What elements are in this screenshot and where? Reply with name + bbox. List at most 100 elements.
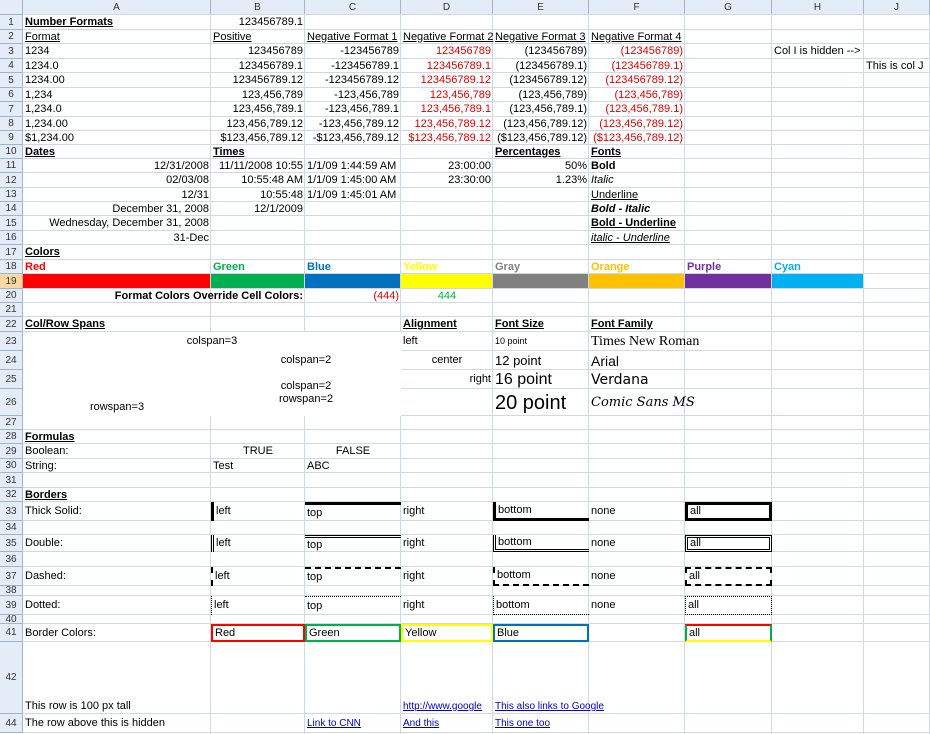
align-right-cell[interactable]: right (469, 373, 491, 385)
header-positive[interactable]: Positive (213, 30, 252, 43)
color-label-orange[interactable]: Orange (591, 260, 630, 273)
row-header-26[interactable]: 26 (0, 389, 23, 416)
border-multicolor-cell[interactable]: all (685, 624, 772, 642)
color-fill-cell[interactable] (772, 274, 863, 288)
row-header-35[interactable]: 35 (0, 535, 23, 552)
number-cell[interactable]: (123456789.12) (509, 74, 587, 86)
border-top-cell[interactable]: top (305, 502, 401, 521)
color-label-cyan[interactable]: Cyan (774, 260, 801, 273)
merged-colrowspan[interactable]: colspan=2 rowspan=2 (211, 370, 401, 416)
number-cell[interactable]: 123,456,789.12 (226, 117, 303, 130)
override-colors-label[interactable]: Format Colors Override Cell Colors: (114, 289, 303, 302)
number-cell[interactable]: $123,456,789.12 (408, 131, 491, 144)
date-cell[interactable]: 12/31 (181, 188, 209, 201)
number-cell[interactable]: -123,456,789.1 (324, 103, 399, 115)
border-color-cell-yellow[interactable]: Yellow (401, 624, 493, 642)
border-color-cell-blue[interactable]: Blue (493, 624, 589, 642)
number-cell[interactable]: (123,456,789.1) (509, 103, 587, 115)
row-header-2[interactable]: 2 (0, 30, 23, 44)
number-cell[interactable]: -123,456,789.12 (318, 117, 399, 130)
override-green-value[interactable]: 444 (437, 289, 457, 302)
column-header-a[interactable]: A (23, 0, 211, 15)
column-header-d[interactable]: D (401, 0, 493, 15)
number-cell[interactable]: 123456789 (247, 45, 303, 57)
border-left-cell[interactable]: left (211, 502, 305, 521)
header-neg3[interactable]: Negative Format 3 (495, 30, 586, 43)
number-cell[interactable]: ($123,456,789.12) (497, 131, 587, 144)
section-title-times[interactable]: Times (213, 145, 245, 158)
border-all-cell[interactable]: all (685, 502, 772, 521)
border-left-cell[interactable]: left (211, 596, 305, 615)
link-one-too[interactable]: This one too (495, 717, 551, 729)
border-none-cell[interactable]: none (591, 505, 616, 517)
column-header-g[interactable]: G (685, 0, 772, 15)
number-cell[interactable]: 123,456,789.12 (414, 117, 491, 130)
number-cell[interactable]: 123456789.1 (426, 59, 491, 72)
number-cell[interactable]: $123,456,789.12 (220, 131, 303, 144)
time-cell[interactable]: 12/1/2009 (254, 202, 303, 215)
time-cell[interactable]: 1/1/09 1:45:00 AM (307, 174, 397, 186)
time-cell[interactable]: 23:00:00 (448, 159, 491, 172)
boolean-true[interactable]: TRUE (243, 445, 273, 457)
number-cell[interactable]: -123,456,789 (334, 88, 399, 101)
row-header-17[interactable]: 17 (0, 245, 23, 260)
number-cell[interactable]: (123456789.1) (611, 59, 683, 72)
date-cell[interactable]: 31-Dec (173, 231, 209, 244)
color-label-yellow[interactable]: Yellow (403, 260, 438, 273)
number-cell[interactable]: 1234.0 (25, 59, 59, 72)
font-family-cell[interactable]: Verdana (591, 371, 649, 388)
border-row-label[interactable]: Double: (25, 537, 63, 549)
row-header-31[interactable]: 31 (0, 473, 23, 488)
number-cell[interactable]: 123456789.12 (232, 74, 303, 86)
number-cell[interactable]: 123,456,789 (241, 88, 303, 101)
color-fill-cell[interactable] (305, 274, 400, 288)
font-size-cell[interactable]: 10 point (495, 336, 528, 346)
font-style-cell[interactable]: italic - Underline (591, 231, 670, 244)
row-header-21[interactable]: 21 (0, 303, 23, 317)
font-family-cell[interactable]: Comic Sans MS (591, 395, 695, 410)
time-cell[interactable]: 1/1/09 1:45:01 AM (307, 188, 397, 201)
border-right-cell[interactable]: right (403, 570, 425, 582)
border-top-cell[interactable]: top (305, 567, 401, 586)
cell-value[interactable]: 123456789.1 (238, 16, 303, 28)
percent-cell[interactable]: 1.23% (555, 174, 587, 186)
column-header-b[interactable]: B (211, 0, 305, 15)
hidden-row-note[interactable]: The row above this is hidden (25, 717, 166, 729)
section-title-fonts[interactable]: Fonts (591, 145, 621, 158)
override-red-value[interactable]: (444) (373, 289, 399, 302)
row-header-37[interactable]: 37 (0, 567, 23, 586)
number-cell[interactable]: 123456789 (435, 45, 491, 57)
number-cell[interactable]: -123456789.1 (331, 59, 399, 72)
link-google-2[interactable]: This also links to Google (495, 701, 604, 712)
number-cell[interactable]: -$123,456,789.12 (312, 131, 399, 144)
row-header-29[interactable]: 29 (0, 444, 23, 459)
border-right-cell[interactable]: right (403, 599, 425, 611)
font-family-cell[interactable]: Arial (591, 352, 620, 369)
select-all-corner[interactable] (0, 0, 23, 15)
header-format[interactable]: Format (25, 30, 60, 43)
row-header-20[interactable]: 20 (0, 289, 23, 303)
merged-colspan2[interactable]: colspan=2 (211, 351, 401, 370)
row-header-12[interactable]: 12 (0, 173, 23, 188)
border-left-cell[interactable]: left (211, 535, 305, 552)
number-cell[interactable]: (123456789.1) (515, 59, 587, 72)
row-header-11[interactable]: 11 (0, 159, 23, 173)
border-row-label[interactable]: Dashed: (25, 570, 66, 582)
column-header-c[interactable]: C (305, 0, 401, 15)
number-cell[interactable]: (123,456,789) (614, 88, 684, 101)
row-header-22[interactable]: 22 (0, 317, 23, 332)
row-header-36[interactable]: 36 (0, 552, 23, 567)
column-header-j[interactable]: J (864, 0, 930, 15)
row-header-44[interactable]: 44 (0, 714, 23, 733)
border-left-cell[interactable]: left (211, 567, 305, 586)
color-fill-cell[interactable] (685, 274, 771, 288)
time-cell[interactable]: 1/1/09 1:44:59 AM (307, 159, 397, 172)
column-header-h[interactable]: H (772, 0, 864, 15)
color-fill-cell[interactable] (589, 274, 684, 288)
border-bottom-cell[interactable]: bottom (493, 596, 589, 615)
row-header-6[interactable]: 6 (0, 88, 23, 102)
merged-rowspan3[interactable]: rowspan=3 (23, 351, 211, 416)
number-cell[interactable]: -123456789.12 (324, 74, 399, 86)
time-cell[interactable]: 10:55:48 AM (241, 174, 303, 186)
